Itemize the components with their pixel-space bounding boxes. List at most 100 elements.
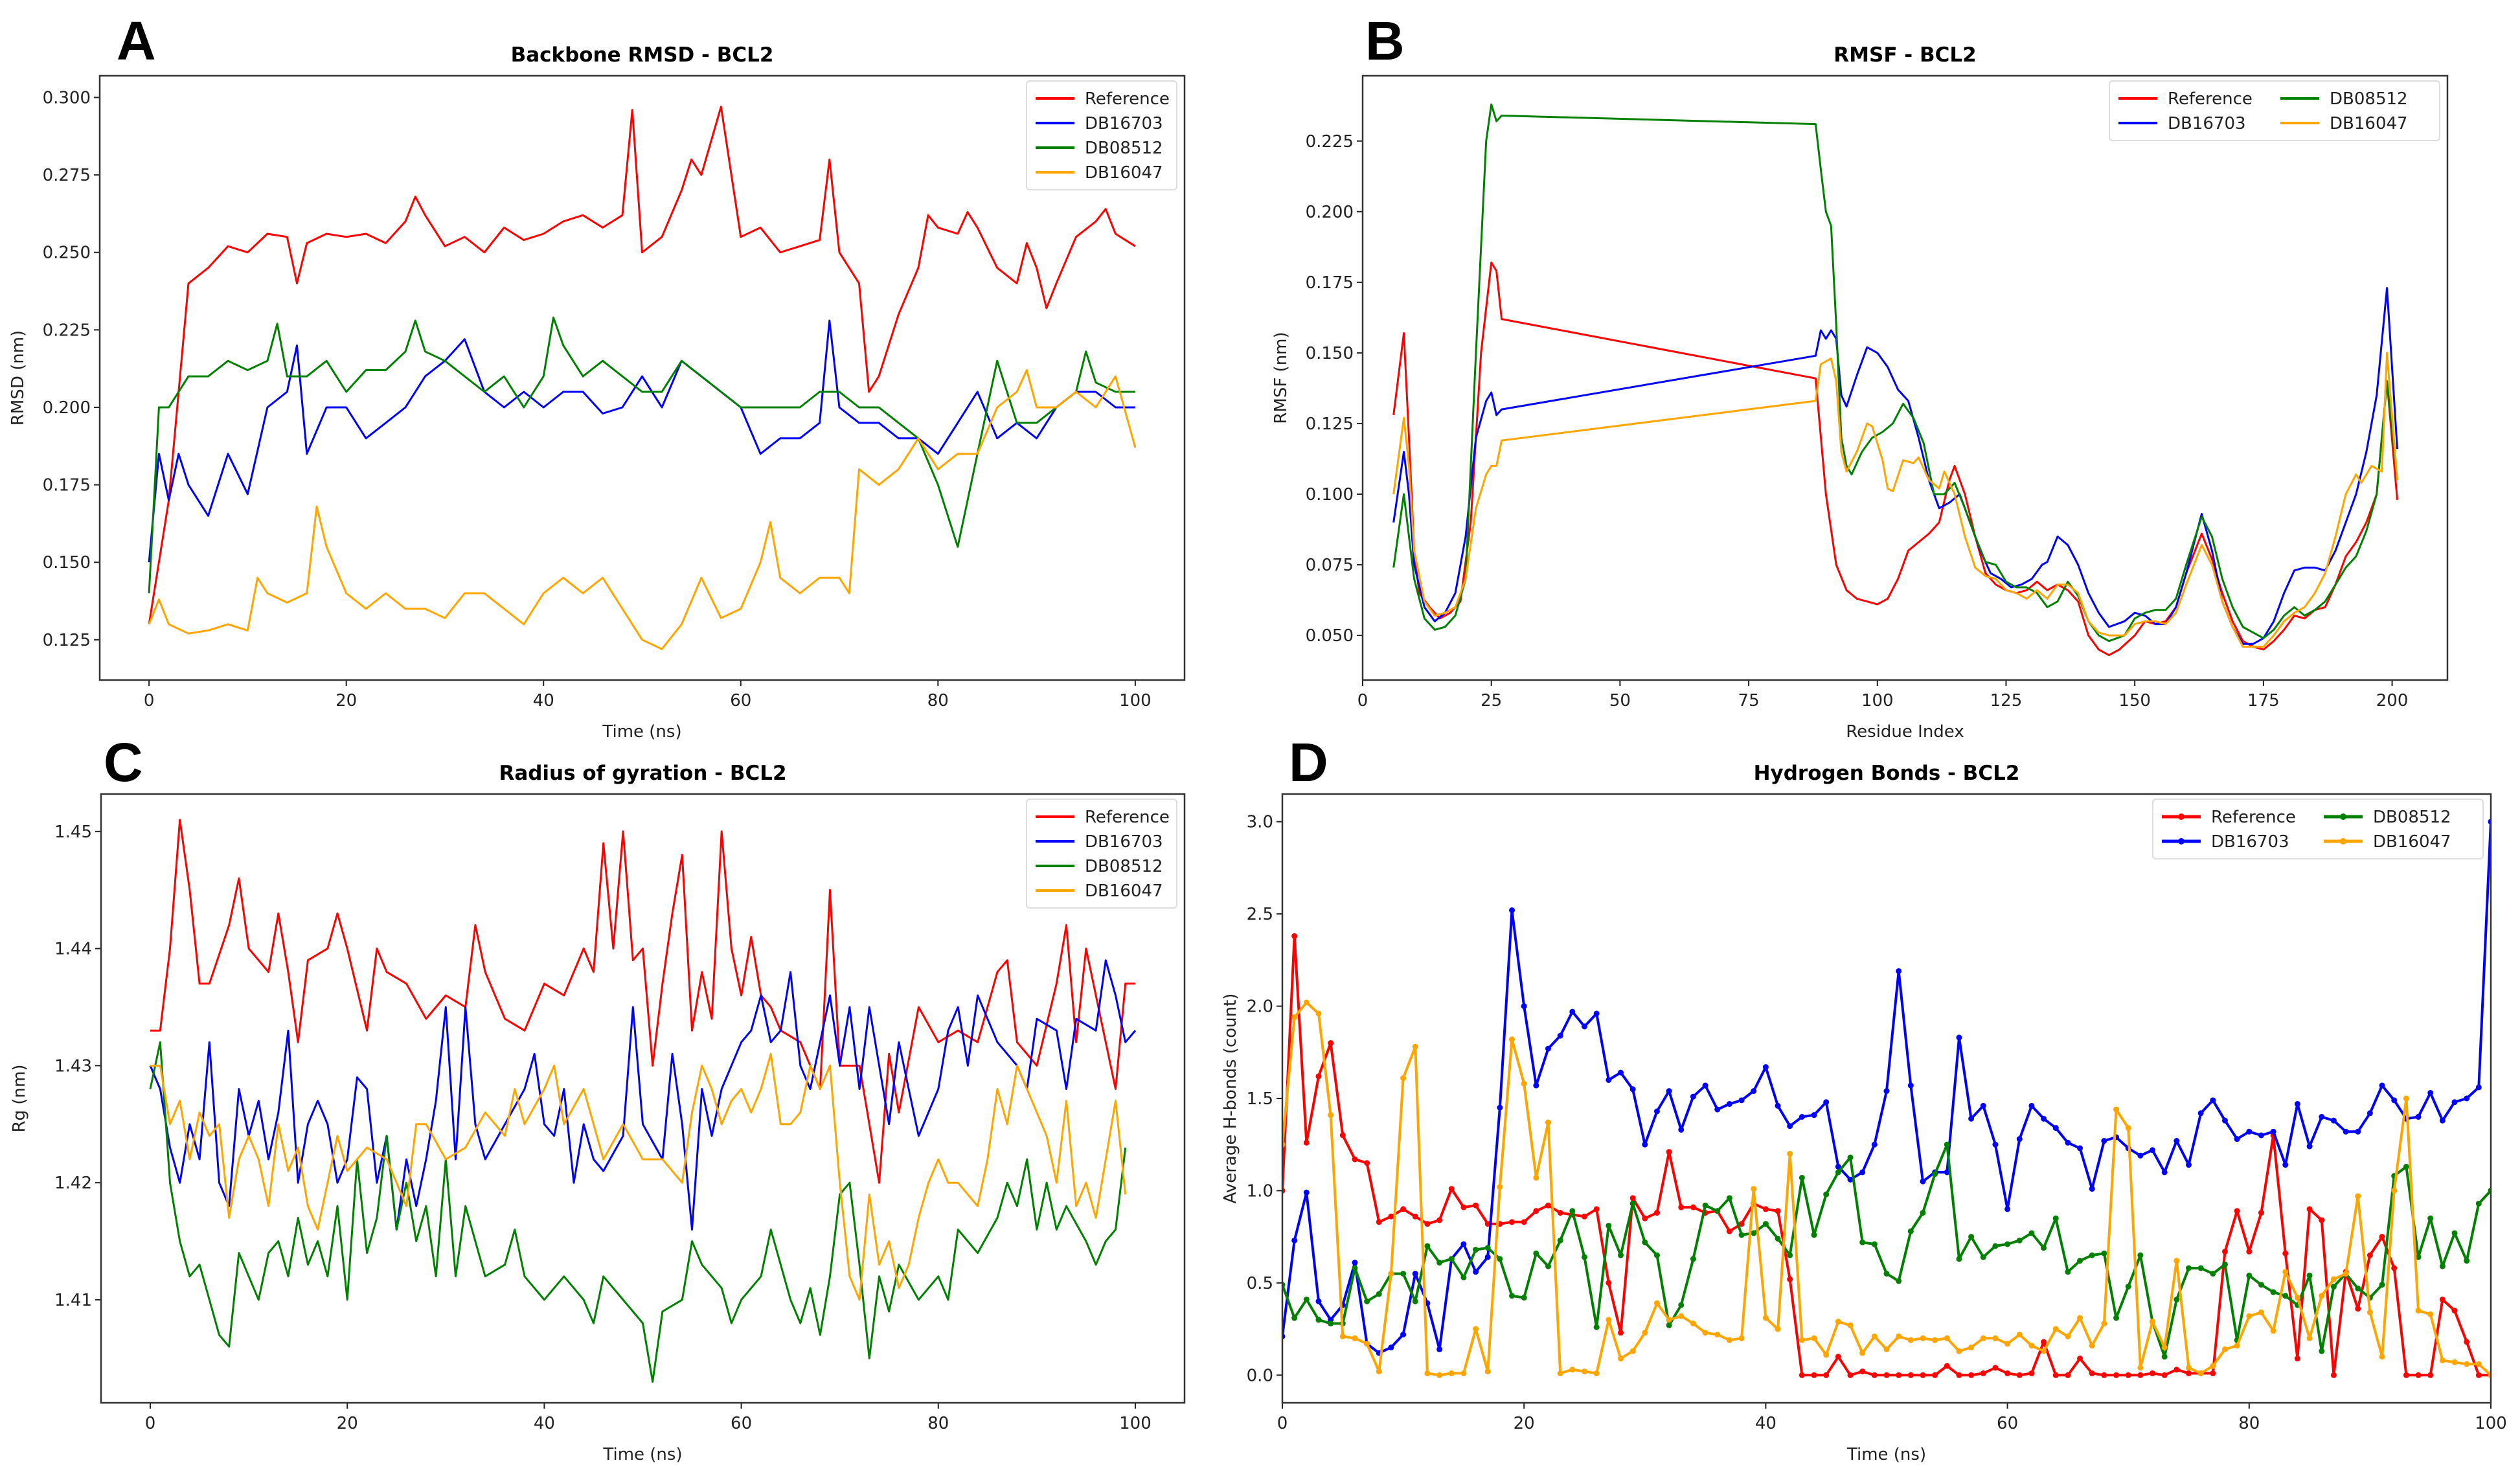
data-point-db16703 <box>1557 1032 1563 1039</box>
data-point-db16703 <box>2077 1145 2083 1152</box>
data-point-reference <box>1896 1372 1902 1378</box>
data-point-db08512 <box>1400 1271 1407 1277</box>
data-point-reference <box>1653 1210 1660 1216</box>
data-point-db16047 <box>2089 1343 2095 1349</box>
data-point-db16047 <box>2343 1271 2349 1277</box>
y-axis-label: Average H-bonds (count) <box>1221 994 1240 1204</box>
data-point-db16047 <box>1642 1330 1648 1336</box>
data-point-db16703 <box>1473 1269 1479 1275</box>
data-point-reference <box>1871 1372 1878 1378</box>
data-point-db16047 <box>1521 1080 1527 1087</box>
data-point-db16703 <box>1883 1088 1890 1095</box>
x-tick-label: 200 <box>2376 691 2409 710</box>
data-point-db16703 <box>1509 907 1515 913</box>
data-point-db16703 <box>2258 1132 2264 1139</box>
data-point-reference <box>2161 1372 2168 1378</box>
legend-box <box>2109 80 2440 141</box>
data-point-db16047 <box>2475 1361 2482 1367</box>
data-point-reference <box>1835 1354 1841 1360</box>
data-point-db16047 <box>1714 1332 1721 1338</box>
data-point-db08512 <box>1811 1232 1817 1238</box>
data-point-db16703 <box>1968 1115 1975 1122</box>
data-point-reference <box>1557 1210 1563 1216</box>
y-tick-label: 1.41 <box>54 1291 92 1310</box>
x-tick-label: 175 <box>2247 691 2280 710</box>
data-point-db16047 <box>1751 1186 1757 1192</box>
data-point-db16703 <box>1811 1112 1817 1119</box>
data-point-db08512 <box>1883 1271 1890 1277</box>
data-point-db16047 <box>1509 1036 1515 1043</box>
y-tick-label: 0.200 <box>43 398 91 418</box>
y-tick-label: 0.125 <box>43 631 91 650</box>
legend: Reference DB16703 DB08512 DB16047 <box>1026 799 1177 909</box>
data-point-db16703 <box>1291 1237 1298 1244</box>
data-point-reference <box>2004 1370 2011 1376</box>
legend-label: DB16703 <box>1085 114 1163 133</box>
data-point-db08512 <box>1521 1295 1527 1301</box>
data-point-db08512 <box>2089 1252 2095 1258</box>
series-line-reference <box>150 819 1135 1184</box>
legend-marker <box>2178 838 2185 845</box>
legend-box <box>1026 80 1177 190</box>
y-tick-label: 1.0 <box>1247 1181 1273 1201</box>
axes-frame <box>1281 793 2492 1404</box>
legend-marker <box>2340 838 2346 845</box>
x-tick-label: 80 <box>927 1414 949 1433</box>
data-point-db16703 <box>1606 1077 1612 1084</box>
y-tick-label: 1.42 <box>54 1174 92 1193</box>
data-point-db16703 <box>1787 1123 1793 1130</box>
data-point-db08512 <box>2270 1289 2276 1295</box>
data-point-db16047 <box>1291 1014 1298 1021</box>
data-point-db16703 <box>1533 1082 1539 1089</box>
data-point-reference <box>2113 1372 2120 1378</box>
data-point-reference <box>1424 1221 1431 1227</box>
data-point-db08512 <box>1352 1265 1358 1271</box>
data-point-db16703 <box>2101 1138 2107 1144</box>
x-tick-label: 50 <box>1609 691 1631 710</box>
data-point-db08512 <box>2041 1245 2047 1251</box>
data-point-reference <box>1339 1132 1346 1139</box>
data-point-db16047 <box>2306 1335 2313 1341</box>
data-point-db16703 <box>2186 1162 2192 1168</box>
x-tick-label: 40 <box>533 691 554 710</box>
data-point-db08512 <box>1751 1230 1757 1236</box>
data-point-db08512 <box>1907 1228 1914 1234</box>
data-point-db16047 <box>2234 1343 2240 1349</box>
chart-title: RMSF - BCL2 <box>1833 43 1976 67</box>
data-point-reference <box>2391 1265 2398 1271</box>
series-line-db16047 <box>1392 352 2398 648</box>
data-point-db16047 <box>2258 1309 2264 1315</box>
data-point-reference <box>1666 1149 1672 1155</box>
data-point-db16047 <box>1968 1345 1975 1351</box>
data-point-db16047 <box>1545 1119 1552 1126</box>
data-point-db16047 <box>2355 1193 2361 1199</box>
data-point-db16703 <box>2161 1169 2168 1175</box>
data-point-db16047 <box>2041 1348 2047 1354</box>
data-point-db08512 <box>2258 1282 2264 1288</box>
legend: Reference DB16703 DB08512 DB16047 <box>2152 799 2484 859</box>
data-point-db08512 <box>1666 1322 1672 1328</box>
data-point-db16047 <box>2197 1370 2204 1376</box>
data-point-db16047 <box>2451 1359 2458 1365</box>
data-point-reference <box>1690 1204 1696 1210</box>
data-point-db08512 <box>1787 1252 1793 1258</box>
data-point-db16703 <box>1835 1163 1841 1170</box>
data-point-db16703 <box>1593 1010 1600 1017</box>
legend-label: DB08512 <box>2373 808 2451 827</box>
data-point-db08512 <box>1678 1302 1685 1308</box>
data-point-db16703 <box>1617 1069 1624 1076</box>
data-point-reference <box>2174 1367 2180 1373</box>
data-point-db16047 <box>2403 1095 2409 1102</box>
data-point-reference <box>1787 1276 1793 1282</box>
data-point-db08512 <box>1303 1296 1310 1302</box>
series-line-db08512 <box>1282 1143 2491 1358</box>
data-point-db16703 <box>2367 1110 2373 1117</box>
series-line-reference <box>1392 261 2398 657</box>
data-point-db08512 <box>1968 1234 1975 1240</box>
data-point-reference <box>2052 1372 2059 1378</box>
data-point-db16047 <box>1932 1337 1938 1343</box>
data-point-db16047 <box>1617 1356 1624 1362</box>
data-point-db16703 <box>1484 1254 1491 1260</box>
data-point-reference <box>2101 1372 2107 1378</box>
